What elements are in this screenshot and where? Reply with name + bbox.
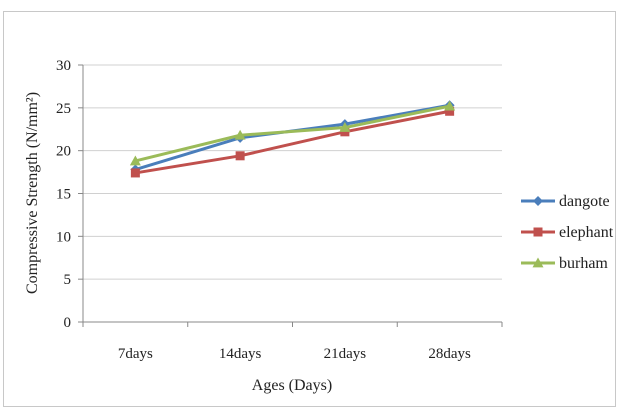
series-burham [129, 100, 456, 166]
legend-item-elephant: elephant [521, 224, 614, 241]
data-point [235, 151, 245, 161]
legend-label: elephant [559, 224, 614, 241]
x-axis-title: Ages (Days) [252, 377, 332, 394]
legend-label: burham [559, 255, 608, 272]
legend-marker [533, 196, 543, 206]
y-tick-label: 25 [56, 101, 71, 117]
legend-marker [533, 227, 543, 237]
data-point [339, 122, 351, 132]
y-tick-label: 30 [56, 58, 71, 74]
series-lines [129, 100, 456, 178]
x-tick-labels: 7days 14days 21days 28days [118, 346, 471, 362]
gridlines [83, 64, 502, 280]
y-tick-label: 5 [64, 272, 72, 288]
y-tick-label: 0 [64, 315, 72, 331]
y-tick-label: 10 [56, 229, 71, 245]
x-tick-label: 7days [118, 346, 153, 362]
y-tick-labels: 0 5 10 15 20 25 30 [56, 58, 71, 331]
y-tick-label: 15 [56, 187, 71, 203]
legend-marker [532, 257, 544, 268]
y-axis-title: Compressive Strength (N/mm²) [24, 92, 41, 294]
x-tick-label: 28days [428, 346, 471, 362]
x-tick-label: 14days [219, 346, 262, 362]
series-line [135, 109, 450, 175]
data-point [130, 168, 140, 178]
legend-item-dangote: dangote [521, 193, 610, 210]
legend: dangote elephant burham [521, 193, 614, 272]
data-point [129, 155, 141, 166]
axes [78, 64, 503, 327]
chart-border [3, 11, 616, 407]
data-point [445, 106, 455, 116]
x-tick-label: 21days [324, 346, 367, 362]
y-tick-label: 20 [56, 144, 71, 160]
data-point [234, 129, 246, 140]
series-line [135, 104, 450, 163]
data-point [444, 100, 456, 111]
legend-label: dangote [559, 193, 610, 210]
legend-item-burham: burham [521, 255, 608, 272]
